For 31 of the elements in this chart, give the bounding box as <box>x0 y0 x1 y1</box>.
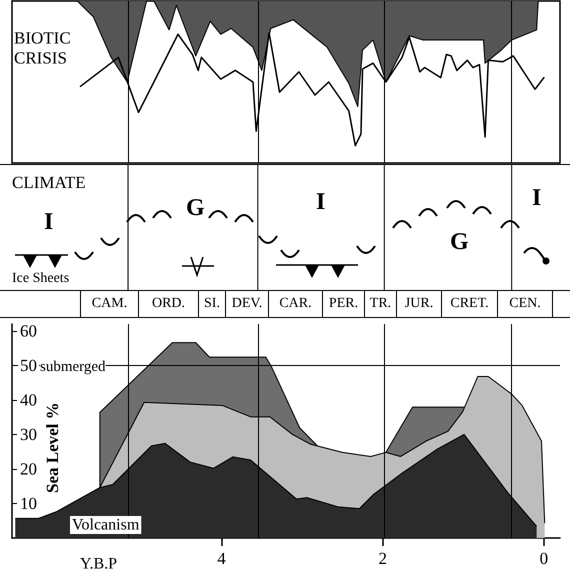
category-label: PER. <box>322 291 364 317</box>
category-label: ORD. <box>138 291 198 317</box>
category-label: SI. <box>198 291 225 317</box>
ref-line-label: submerged <box>40 358 106 375</box>
text: CLIMATE <box>12 173 86 193</box>
x-tick-label: 2 <box>378 549 387 568</box>
text: G <box>186 195 205 222</box>
category-label: CRET. <box>441 291 497 317</box>
y-axis-title: Sea Level % <box>43 402 62 493</box>
text: I <box>44 209 54 236</box>
text: G <box>450 229 469 256</box>
series-label: Volcanism <box>72 516 140 534</box>
category-label: TR. <box>364 291 396 317</box>
text: I <box>532 185 542 212</box>
y-tick-label: 40 <box>20 390 37 410</box>
x-tick-label: 0 <box>540 549 548 568</box>
category-label: CAM. <box>80 291 138 317</box>
y-tick-label: 10 <box>20 494 37 513</box>
text: I <box>316 189 326 216</box>
text: BIOTIC CRISIS <box>14 28 75 68</box>
text: Ice Sheets <box>12 271 70 287</box>
x-axis-title: Y.B.P <box>80 556 118 572</box>
y-tick-label: 30 <box>20 424 37 444</box>
category-label: CAR. <box>268 291 322 317</box>
category-label: DEV. <box>225 291 268 317</box>
category-label: JUR. <box>396 291 441 317</box>
x-tick-label: 4 <box>217 549 226 568</box>
y-tick-label: 60 <box>20 321 37 340</box>
y-tick-label: 50 <box>20 356 37 375</box>
category-label: CEN. <box>497 291 553 317</box>
y-tick-label: 20 <box>20 459 37 478</box>
